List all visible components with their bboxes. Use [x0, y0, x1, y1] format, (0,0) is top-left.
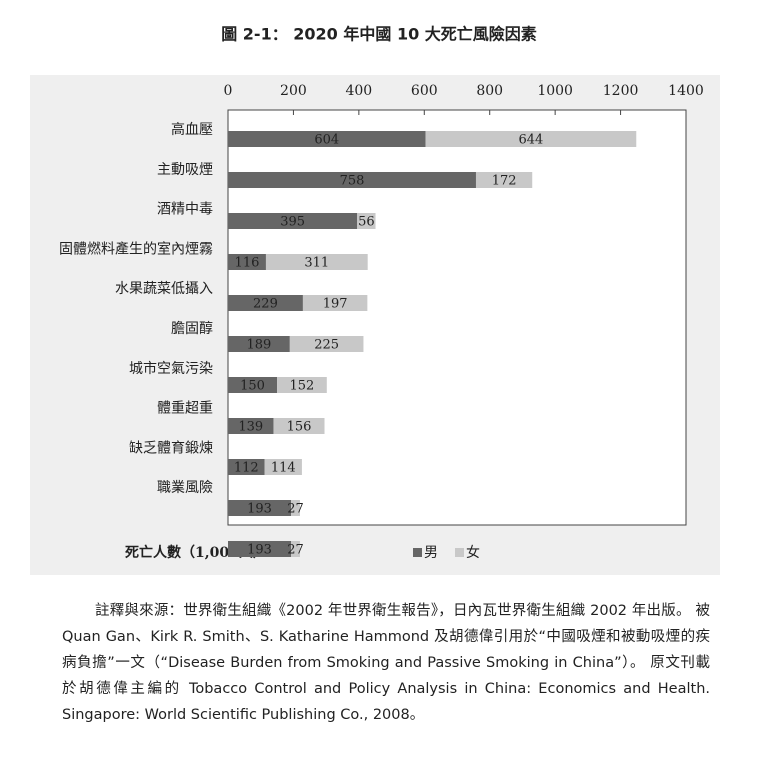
bar: [291, 541, 300, 557]
bar: [289, 336, 364, 352]
bar-value-label: 758: [340, 174, 365, 189]
bar: [228, 541, 292, 557]
chart-title: 圖 2-1： 2020 年中國 10 大死亡風險因素: [221, 25, 537, 44]
bar-value-label: 311: [304, 256, 329, 271]
x-tick-label: 0: [224, 83, 233, 99]
category-label: 城市空氣污染: [129, 360, 213, 377]
bar-value-label: 27: [287, 543, 304, 558]
category-label: 酒精中毒: [157, 202, 213, 218]
bar-value-label: 193: [247, 543, 272, 558]
bar-value-label: 112: [234, 461, 259, 476]
bar-value-label: 197: [323, 297, 348, 312]
bar: [228, 336, 290, 352]
bar: [228, 377, 278, 393]
bar-value-label: 152: [290, 379, 315, 394]
bar: [228, 500, 292, 516]
category-label: 職業風險: [157, 480, 213, 496]
category-label: 固體燃料產生的室內煙霧: [59, 240, 213, 257]
bar: [228, 213, 358, 229]
category-label: 膽固醇: [171, 320, 213, 337]
x-tick-label: 1400: [668, 83, 704, 99]
x-tick-label: 1000: [537, 83, 573, 99]
bar: [357, 213, 376, 229]
bar-value-label: 150: [240, 379, 265, 394]
chart: 圖 2-1： 2020 年中國 10 大死亡風險因素 死亡人數（1,000人） …: [30, 25, 720, 575]
bar: [277, 377, 327, 393]
bar: [228, 131, 426, 147]
bar: [425, 131, 637, 147]
bar-value-label: 56: [358, 215, 375, 230]
legend-label: 男: [424, 545, 438, 561]
x-tick-label: 800: [476, 83, 503, 99]
category-label: 高血壓: [171, 121, 213, 138]
bar: [264, 459, 302, 475]
bar-value-label: 156: [287, 420, 312, 435]
bar-value-label: 172: [492, 174, 517, 189]
category-label: 體重超重: [157, 401, 213, 417]
category-label: 缺乏體育鍛煉: [129, 440, 213, 456]
x-tick-label: 400: [345, 83, 372, 99]
legend-label: 女: [466, 544, 480, 561]
bar: [273, 418, 325, 434]
bar-value-label: 225: [314, 338, 339, 353]
bar-value-label: 604: [314, 133, 339, 148]
bar: [228, 295, 303, 311]
bar-value-label: 193: [247, 502, 272, 517]
footnote: 註釋與來源：世界衛生組織《2002 年世界衛生報告》，日內瓦世界衛生組織 200…: [62, 603, 710, 723]
bar-value-label: 229: [253, 297, 278, 312]
bar: [291, 500, 300, 516]
bar-value-label: 189: [247, 338, 272, 353]
bar: [228, 459, 265, 475]
bar-value-label: 644: [519, 133, 544, 148]
bar: [228, 418, 274, 434]
bar: [228, 254, 266, 270]
bar-value-label: 27: [287, 502, 304, 517]
bar: [302, 295, 368, 311]
bar-value-label: 114: [271, 461, 296, 476]
bar: [475, 172, 533, 188]
x-tick-label: 1200: [603, 83, 639, 99]
category-label: 水果蔬菜低攝入: [115, 281, 213, 297]
bar-value-label: 395: [280, 215, 305, 230]
bar: [228, 172, 476, 188]
x-tick-label: 600: [411, 83, 438, 99]
x-tick-label: 200: [280, 83, 307, 99]
legend-swatch: [413, 548, 422, 557]
bar: [265, 254, 368, 270]
category-label: 主動吸煙: [157, 162, 213, 178]
bar-value-label: 139: [238, 420, 263, 435]
bar-value-label: 116: [235, 256, 260, 271]
legend-swatch: [455, 548, 464, 557]
